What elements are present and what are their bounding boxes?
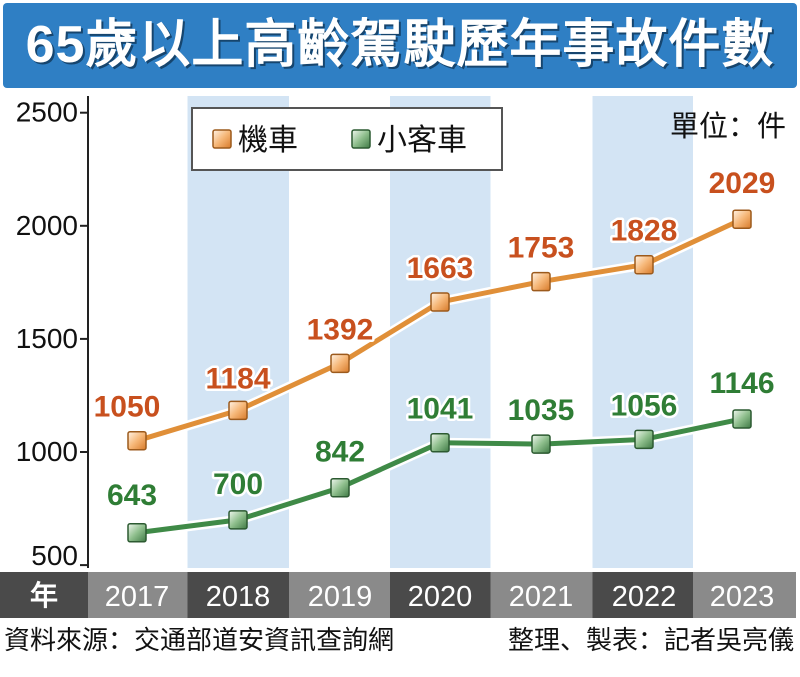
data-label: 842 [315, 436, 365, 469]
data-label: 1050 [94, 391, 161, 424]
data-label-halo: 1828 [611, 215, 678, 248]
credit-note: 整理、製表：記者吳亮儀 [507, 625, 794, 655]
data-label: 1035 [508, 394, 575, 427]
data-point-marker [127, 430, 147, 451]
x-axis-header-cell [0, 572, 88, 618]
y-tick-label: 2000 [16, 210, 78, 241]
y-tick-label: 500 [31, 540, 78, 571]
data-point-marker [228, 510, 248, 530]
data-point-marker [430, 292, 450, 312]
data-point-marker [634, 254, 654, 275]
x-tick-label: 2021 [509, 581, 574, 613]
x-axis-cell [693, 572, 796, 618]
year-band [390, 96, 491, 568]
data-point-marker [430, 432, 450, 453]
source-note: 資料來源：交通部道安資訊查詢網 [4, 625, 395, 655]
legend-marker [212, 129, 232, 149]
y-tick-label: 1000 [16, 436, 78, 467]
data-label: 2029 [709, 167, 776, 200]
x-axis-cell [490, 572, 593, 618]
data-label-halo: 1041 [407, 393, 474, 426]
unit-label: 單位：件 [670, 110, 786, 143]
legend-box [191, 107, 503, 171]
data-point-marker [531, 271, 551, 292]
data-label-halo: 1035 [508, 394, 575, 427]
chart-title: 65歲以上高齡駕駛歷年事故件數 [25, 16, 775, 74]
data-label-halo: 643 [107, 479, 157, 512]
legend-label: 小客車 [377, 124, 467, 157]
data-label: 643 [107, 479, 157, 512]
x-axis-cell [88, 572, 188, 618]
data-point-marker [228, 400, 248, 421]
data-point-marker [330, 477, 350, 498]
x-tick-label: 2017 [105, 581, 170, 613]
x-axis-cell [592, 572, 693, 618]
data-label: 1041 [407, 393, 474, 426]
data-label: 1753 [508, 232, 575, 265]
data-point-marker [732, 209, 752, 229]
legend-marker [351, 129, 371, 149]
data-label-halo: 1056 [611, 389, 678, 422]
data-label: 1146 [709, 367, 774, 400]
data-point-marker [531, 434, 551, 454]
data-label: 700 [213, 468, 263, 501]
data-label: 1184 [205, 362, 270, 395]
data-point-marker [330, 353, 350, 374]
data-label-halo: 842 [315, 436, 365, 469]
legend-label: 機車 [238, 124, 298, 157]
data-label-halo: 1146 [709, 367, 774, 400]
x-axis-cell [289, 572, 390, 618]
x-axis-cell [187, 572, 289, 618]
year-band [592, 96, 693, 568]
title-bar: 65歲以上高齡駕駛歷年事故件數 [3, 3, 797, 88]
data-point-marker [634, 429, 654, 450]
data-label: 1663 [407, 252, 474, 285]
x-tick-label: 2022 [612, 581, 677, 613]
x-tick-label: 2023 [710, 581, 775, 613]
data-label: 1392 [307, 313, 374, 346]
data-label: 1828 [611, 215, 678, 248]
data-label-halo: 1753 [508, 232, 575, 265]
data-label-halo: 1050 [94, 391, 161, 424]
data-label-halo: 1184 [205, 362, 270, 395]
data-label-halo: 2029 [709, 167, 776, 200]
data-label: 1056 [611, 389, 678, 422]
line-chart: 500 1000 1500 2000 2500 年 2017 2018 2019 2020 2021… [0, 96, 796, 618]
data-label-halo: 1663 [407, 252, 474, 285]
data-point-marker [732, 409, 752, 429]
x-tick-label: 2020 [408, 581, 473, 613]
x-tick-label: 2018 [206, 581, 271, 613]
x-tick-label: 2019 [308, 581, 373, 613]
x-axis-cell [390, 572, 491, 618]
x-axis-header-label: 年 [30, 579, 58, 611]
year-band [187, 96, 289, 568]
y-tick-label: 2500 [16, 97, 78, 128]
data-point-marker [127, 523, 147, 543]
y-tick-label: 1500 [16, 323, 78, 354]
data-label-halo: 1392 [307, 313, 374, 346]
data-label-halo: 700 [213, 468, 263, 501]
